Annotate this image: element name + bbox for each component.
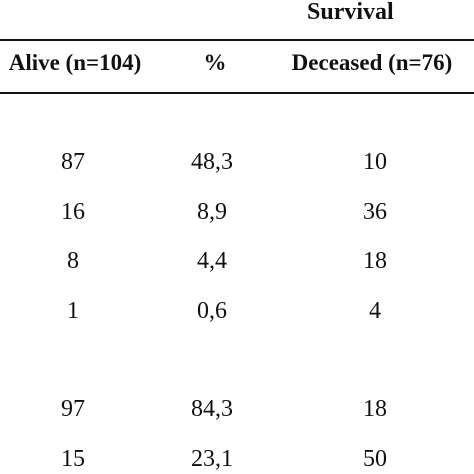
cell-deceased: 50 [363,446,387,472]
cell-alive: 1 [67,298,79,324]
survival-heading: Survival [307,0,394,25]
table-row: 16 8,9 36 [0,197,474,227]
cell-alive: 87 [61,149,85,175]
cell-deceased: 4 [369,298,381,324]
cell-percent: 8,9 [197,199,227,225]
header-percent: % [203,50,227,75]
table-row: 1 0,6 4 [0,296,474,326]
header-rule [0,92,474,94]
cell-percent: 84,3 [191,396,233,422]
cell-percent: 23,1 [191,446,233,472]
cell-alive: 8 [67,248,79,274]
table-row: 15 23,1 50 [0,444,474,474]
cell-deceased: 10 [363,149,387,175]
header-row: Alive (n=104) % Deceased (n=76) [0,48,474,78]
table-row: 97 84,3 18 [0,394,474,424]
cell-alive: 16 [61,199,85,225]
cell-deceased: 18 [363,248,387,274]
top-rule [0,39,474,41]
table-row: 87 48,3 10 [0,147,474,177]
header-alive: Alive (n=104) [8,50,142,75]
cell-percent: 0,6 [197,298,227,324]
cell-alive: 15 [61,446,85,472]
cell-percent: 48,3 [191,149,233,175]
table-row: 8 4,4 18 [0,246,474,276]
cell-alive: 97 [61,396,85,422]
header-deceased: Deceased (n=76) [291,50,453,75]
cell-deceased: 36 [363,199,387,225]
cell-percent: 4,4 [197,248,227,274]
cell-deceased: 18 [363,396,387,422]
